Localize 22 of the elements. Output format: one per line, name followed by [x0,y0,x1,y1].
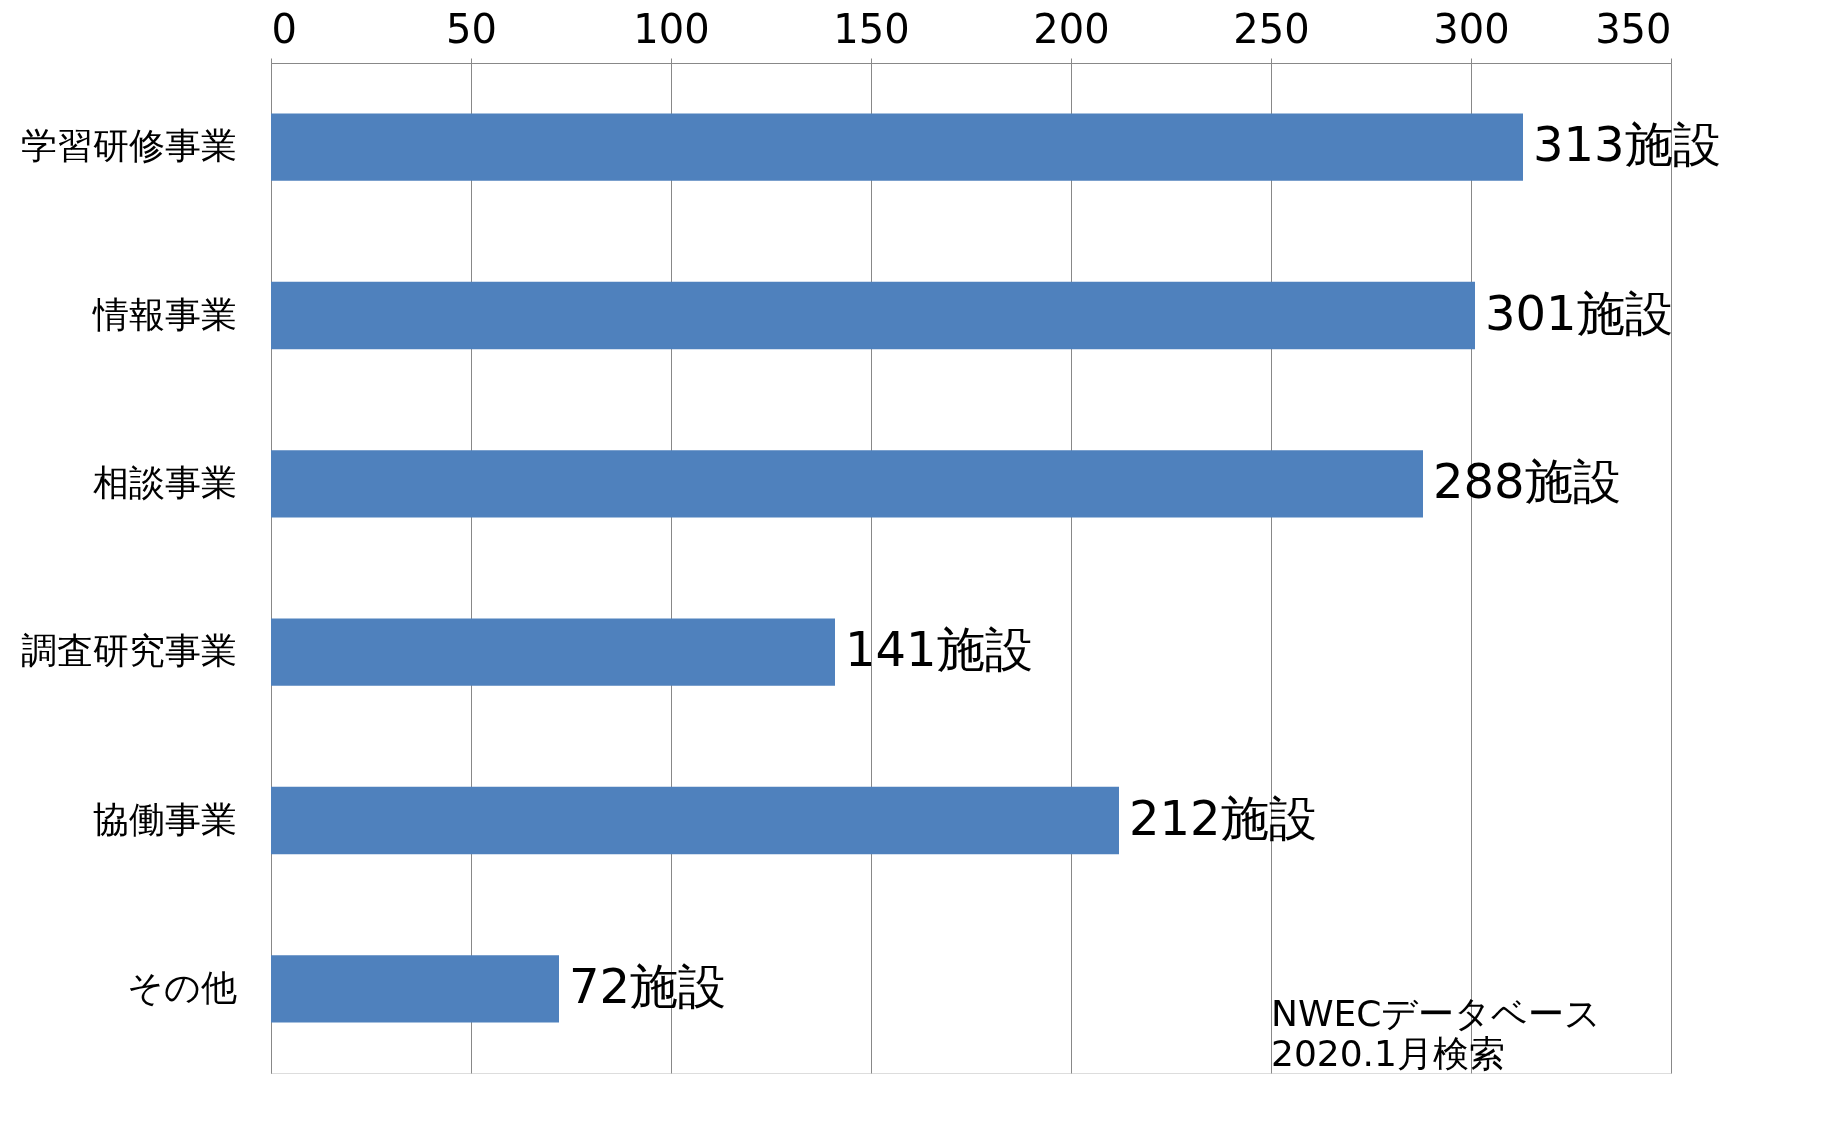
x-tick-label: 50 [446,5,497,52]
data-label: 313施設 [1533,116,1721,173]
x-tick-label: 350 [1595,5,1672,52]
data-label: 141施設 [845,621,1033,678]
y-tick-label: その他 [126,966,237,1008]
y-tick-label: 協働事業 [92,798,237,840]
y-tick-label: 相談事業 [92,461,237,503]
data-label: 72施設 [569,957,727,1014]
x-tick-label: 250 [1233,5,1310,52]
y-tick-label: 情報事業 [91,293,237,335]
annotation: 2020.1月検索 [1271,1033,1505,1074]
y-tick-label: 学習研修事業 [20,125,237,167]
x-tick-label: 100 [633,5,710,52]
data-label: 288施設 [1433,452,1621,509]
x-tick-label: 300 [1433,5,1510,52]
y-tick-label: 調査研究事業 [20,630,237,672]
data-label: 301施設 [1485,284,1673,341]
x-tick-label: 0 [271,5,297,52]
annotation: NWECデータベース [1271,993,1602,1034]
data-label: 212施設 [1129,789,1317,846]
x-tick-label: 150 [833,5,910,52]
x-tick-label: 200 [1033,5,1110,52]
